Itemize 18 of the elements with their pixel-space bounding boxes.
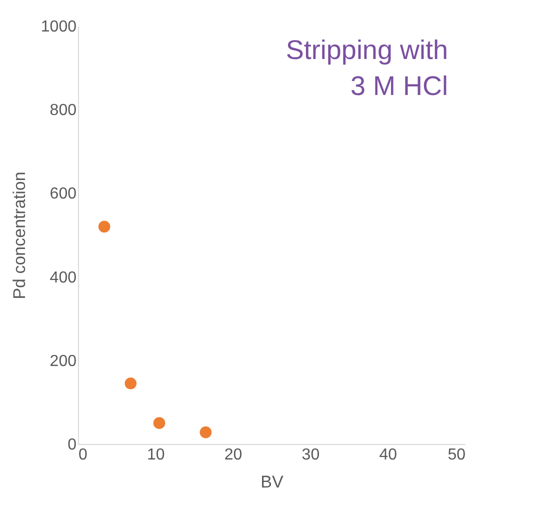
x-axis-title: BV	[260, 472, 284, 492]
x-tick-label: 30	[302, 446, 320, 464]
x-tick-label: 10	[147, 446, 165, 464]
annotation: Stripping with 3 M HCl	[286, 35, 448, 101]
y-tick-label: 200	[50, 352, 77, 370]
y-tick-label: 800	[50, 102, 77, 120]
y-tick-label: 1000	[40, 18, 77, 36]
y-axis-title: Pd concentration	[10, 172, 29, 300]
y-tick-label: 400	[50, 269, 77, 286]
point	[200, 426, 212, 438]
x-tick-label: 0	[78, 446, 88, 464]
y-tick-label: 600	[50, 186, 77, 203]
point	[124, 377, 137, 390]
point	[98, 220, 110, 233]
x-tick-label: 40	[379, 446, 398, 464]
point	[153, 417, 166, 430]
x-tick-label: 50	[448, 446, 466, 464]
x-tick-label: 20	[224, 446, 242, 464]
